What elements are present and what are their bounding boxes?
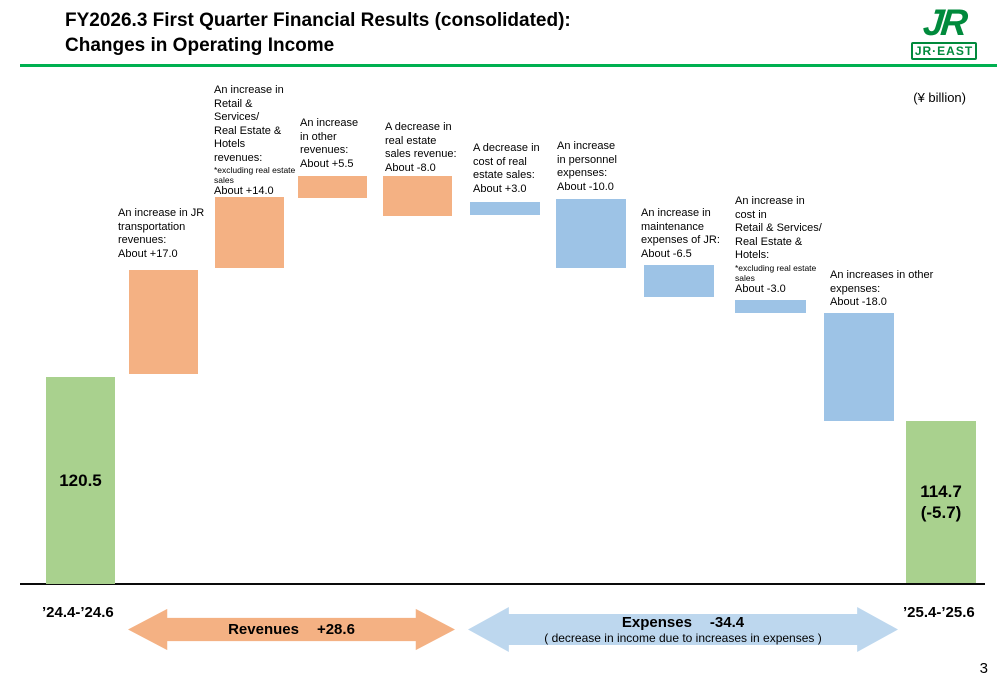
bar-value-label: (-5.7)	[920, 503, 962, 522]
annotation-retail-services-real-estate-hotels-revenues: An increase in Retail & Services/Real Esta…	[214, 84, 296, 197]
bar-real-estate-sales-revenue	[383, 176, 452, 216]
bar-other-revenues	[298, 176, 367, 198]
unit-label: (¥ billion)	[913, 90, 966, 105]
page-title: FY2026.3 First Quarter Financial Results…	[65, 8, 571, 58]
bar-personnel-expenses	[556, 199, 626, 268]
jr-east-logo-text: JR·EAST	[910, 42, 978, 60]
annotation-personnel-expenses: An increase in personnel expenses: About -1…	[557, 140, 617, 193]
bar-fy25-end: 114.7 (-5.7)	[906, 421, 976, 583]
bar-fy24-start: 120.5	[46, 377, 115, 584]
jr-east-logo: JR JR·EAST	[900, 2, 988, 60]
bar-value-label: 114.7	[920, 482, 962, 501]
bar-cost-in-retail-services-real-estate-hotels	[735, 300, 806, 313]
annotation-other-revenues: An increase in other revenues: About +5.5	[300, 117, 359, 170]
title-underline	[20, 64, 997, 67]
annotation-cost-in-retail-services-real-estate-hotels: An increase in cost in Retail & Services/R…	[735, 195, 822, 295]
expenses-arrow: Expenses -34.4 ( decrease in income due t…	[468, 606, 898, 653]
annotation-cost-of-real-estate-sales: A decrease in cost of real estate sales: Ab…	[473, 142, 540, 195]
bar-cost-of-real-estate-sales	[470, 202, 540, 215]
annotation-jr-transportation-revenues: An increase in JR transportation revenues:…	[118, 207, 205, 260]
annotation-maintenance-expenses-of-jr: An increase in maintenance expenses of JR:…	[641, 207, 720, 260]
annotation-other-expenses: An increases in other expenses: About -18.…	[830, 269, 934, 308]
title-line-2: Changes in Operating Income	[65, 35, 335, 56]
expenses-arrow-label: Expenses -34.4	[621, 614, 745, 631]
bar-other-expenses	[824, 313, 894, 421]
bar-value-label: 120.5	[59, 471, 102, 490]
annotation-real-estate-sales-revenue: A decrease in real estate sales revenue: Ab…	[385, 121, 457, 174]
bar-maintenance-expenses-of-jr	[644, 265, 714, 297]
title-line-1: FY2026.3 First Quarter Financial Results…	[65, 10, 571, 31]
revenues-arrow-label: Revenues +28.6	[228, 621, 355, 638]
axis-label-fy24: ’24.4-’24.6	[42, 604, 114, 621]
x-axis-baseline	[20, 583, 985, 585]
page-number: 3	[979, 660, 988, 677]
bar-jr-transportation-revenues	[129, 270, 198, 374]
bar-retail-services-real-estate-hotels-revenues	[215, 197, 284, 268]
axis-label-fy25: ’25.4-’25.6	[903, 604, 975, 621]
expenses-arrow-subtext: ( decrease in income due to increases in…	[544, 631, 822, 645]
